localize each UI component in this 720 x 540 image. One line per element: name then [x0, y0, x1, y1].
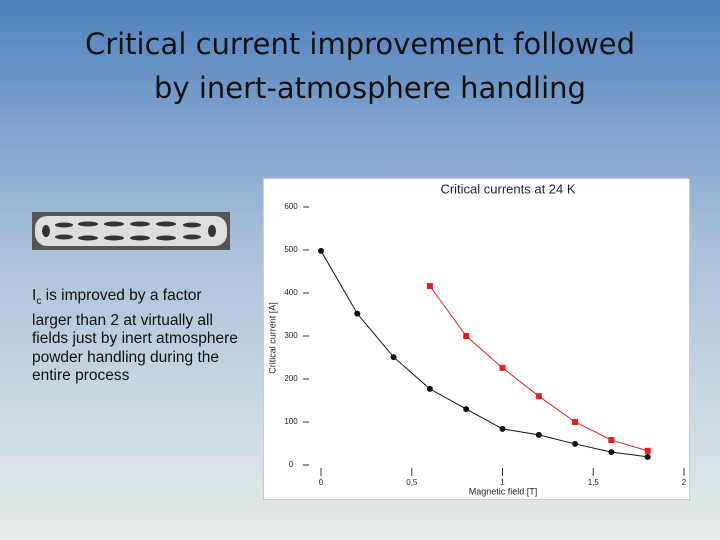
point — [426, 385, 433, 392]
x-tick-label: 0,5 — [406, 478, 418, 487]
body-sentence: is improved by a factor larger than 2 at… — [32, 287, 238, 385]
point — [572, 419, 579, 425]
y-tick-label: 400 — [284, 288, 298, 297]
y-tick-label: 0 — [289, 460, 294, 469]
point — [426, 283, 433, 290]
point — [390, 354, 397, 361]
point — [463, 333, 470, 339]
title-line: by inert-atmosphere handling — [154, 71, 586, 105]
chart: Critical currents at 24 K Magnetic field… — [263, 178, 690, 500]
x-tick-label: 1 — [500, 478, 505, 487]
slide-title: Critical current improvement followed by… — [0, 22, 720, 110]
point — [499, 364, 506, 371]
point — [608, 449, 615, 456]
title-line: Critical current improvement followed — [84, 27, 636, 61]
x-tick-label: 1,5 — [588, 478, 600, 487]
x-tick-label: 2 — [682, 478, 687, 487]
symbol: I — [32, 287, 37, 304]
point — [354, 310, 361, 317]
tape-image — [32, 212, 230, 250]
body-text: Ic is improved by a factor larger than 2… — [32, 287, 242, 386]
point — [463, 406, 470, 413]
point — [572, 440, 579, 447]
point — [608, 437, 615, 444]
point — [644, 447, 651, 454]
y-tick-label: 500 — [284, 245, 298, 254]
y-tick-label: 300 — [284, 331, 298, 340]
y-axis-label: Critical current [A] — [267, 302, 277, 374]
point — [318, 247, 324, 254]
point — [644, 453, 651, 460]
series-line — [320, 250, 648, 458]
x-tick-label: 0 — [319, 478, 324, 487]
y-tick-label: 200 — [284, 374, 298, 383]
y-tick-label: 100 — [284, 417, 298, 426]
subscript: c — [36, 296, 42, 308]
point — [499, 425, 506, 432]
point — [535, 431, 542, 438]
y-tick-label: 600 — [284, 202, 298, 211]
point — [535, 393, 542, 400]
x-axis-label: Magnetic field [T] — [469, 486, 538, 496]
chart-background — [263, 178, 690, 500]
chart-title: Critical currents at 24 K — [440, 181, 575, 196]
